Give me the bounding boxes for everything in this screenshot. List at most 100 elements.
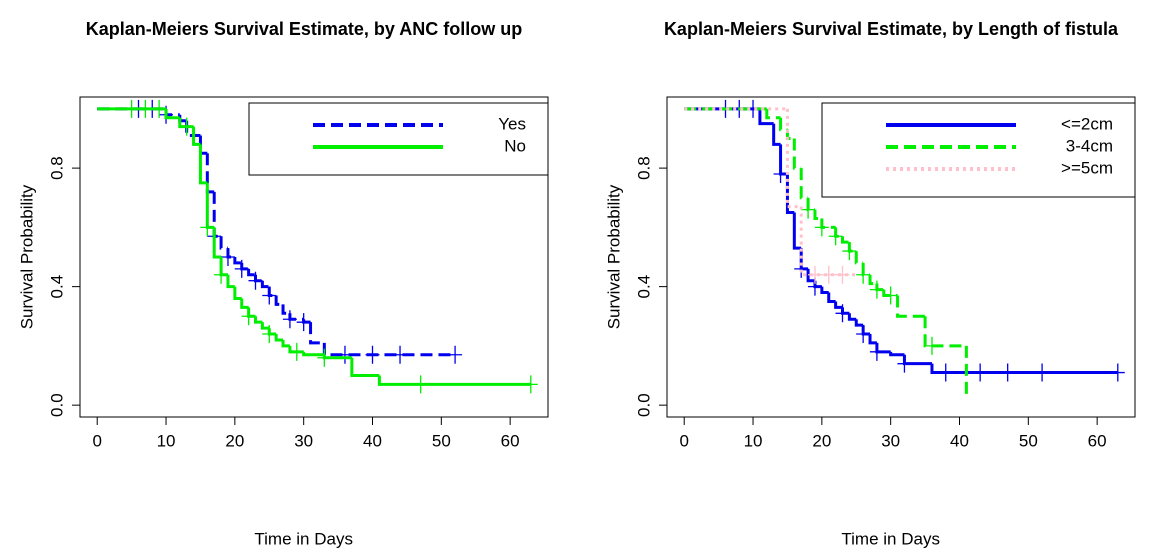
survival-step <box>799 206 857 277</box>
censor-mark <box>523 375 538 394</box>
x-axis-label: Time in Days <box>254 529 353 548</box>
censor-mark <box>924 336 939 355</box>
survival-step <box>820 286 829 295</box>
censor-mark <box>938 363 953 382</box>
x-tick-label: 50 <box>432 431 451 450</box>
censor-mark <box>856 325 871 344</box>
survival-step <box>875 342 891 354</box>
y-tick-label: 0.8 <box>634 156 653 180</box>
survival-step <box>309 322 325 345</box>
survival-step <box>813 280 822 289</box>
plot-box <box>79 96 549 418</box>
x-tick-label: 0 <box>679 431 688 450</box>
censor-mark <box>1035 363 1050 382</box>
survival-step <box>322 342 456 357</box>
x-tick-label: 0 <box>92 431 101 450</box>
survival-step <box>219 236 228 250</box>
survival-step <box>785 108 802 209</box>
legend-label: >=5cm <box>1061 158 1113 177</box>
survival-step <box>274 334 284 342</box>
censor-mark <box>282 310 297 329</box>
survival-step <box>267 286 277 298</box>
legend-label: Yes <box>498 114 526 133</box>
censor-mark <box>393 345 408 364</box>
x-tick-label: 10 <box>744 431 763 450</box>
x-tick-label: 40 <box>363 431 382 450</box>
censor-mark <box>1110 363 1125 382</box>
survival-step <box>861 262 871 277</box>
survival-step <box>902 354 932 366</box>
legend-box <box>821 102 1136 198</box>
censor-mark <box>365 345 380 364</box>
censor-mark <box>973 363 988 382</box>
y-tick-label: 0.4 <box>47 275 66 299</box>
censor-mark <box>337 345 352 364</box>
survival-step <box>896 295 926 318</box>
censor-mark <box>124 99 139 118</box>
survival-step <box>226 274 235 289</box>
censor-mark <box>317 348 332 367</box>
censor-mark <box>179 117 194 136</box>
survival-step <box>260 322 270 330</box>
chart-title: Kaplan-Meiers Survival Estimate, by Leng… <box>664 19 1119 39</box>
x-tick-label: 30 <box>294 431 313 450</box>
censor-mark <box>828 227 843 246</box>
survival-step <box>889 351 905 357</box>
survival-step <box>820 218 836 229</box>
survival-step <box>212 227 222 259</box>
survival-step <box>779 117 788 132</box>
survival-step <box>806 268 815 283</box>
survival-step <box>274 295 284 306</box>
survival-step <box>834 301 843 309</box>
survival-step <box>806 197 815 212</box>
survival-step <box>198 135 208 155</box>
survival-step <box>240 262 249 271</box>
censor-mark <box>835 265 850 284</box>
x-tick-label: 40 <box>950 431 969 450</box>
survival-step <box>164 108 180 120</box>
censor-mark <box>807 265 822 284</box>
survival-step <box>861 325 871 336</box>
survival-step <box>233 286 242 300</box>
survival-step <box>164 108 180 117</box>
survival-step <box>841 236 850 244</box>
survival-step <box>868 274 877 286</box>
chart-title: Kaplan-Meiers Survival Estimate, by ANC … <box>86 19 522 39</box>
survival-step <box>198 144 208 185</box>
survival-step <box>772 123 781 146</box>
x-tick-label: 50 <box>1019 431 1038 450</box>
survival-step <box>854 319 864 327</box>
survival-step <box>930 363 1118 375</box>
survival-step <box>219 257 228 277</box>
survival-step <box>233 257 242 265</box>
survival-step <box>254 316 263 324</box>
survival-step <box>288 313 304 321</box>
censor-mark <box>801 200 816 219</box>
survival-step <box>260 280 270 289</box>
censor-mark <box>220 248 235 266</box>
survival-step <box>302 351 325 357</box>
legend-label: No <box>504 136 526 155</box>
survival-step <box>765 108 781 120</box>
survival-step <box>923 316 967 348</box>
survival-step <box>247 307 256 318</box>
censor-mark <box>856 265 871 284</box>
survival-step <box>847 242 857 253</box>
censor-mark <box>241 307 256 326</box>
censor-mark <box>200 218 215 237</box>
censor-mark <box>413 375 428 394</box>
censor-mark <box>262 286 277 305</box>
survival-step <box>841 307 850 315</box>
censor-mark <box>289 342 304 361</box>
y-axis-label: Survival Probability <box>604 184 623 329</box>
censor-mark <box>835 304 850 323</box>
legend-label: <=2cm <box>1061 114 1113 133</box>
censor-mark <box>152 99 167 118</box>
survival-step <box>247 268 256 277</box>
survival-step <box>350 357 380 378</box>
x-tick-label: 30 <box>881 431 900 450</box>
x-tick-label: 10 <box>157 431 176 450</box>
survival-step <box>254 274 263 283</box>
survival-step <box>281 304 290 315</box>
